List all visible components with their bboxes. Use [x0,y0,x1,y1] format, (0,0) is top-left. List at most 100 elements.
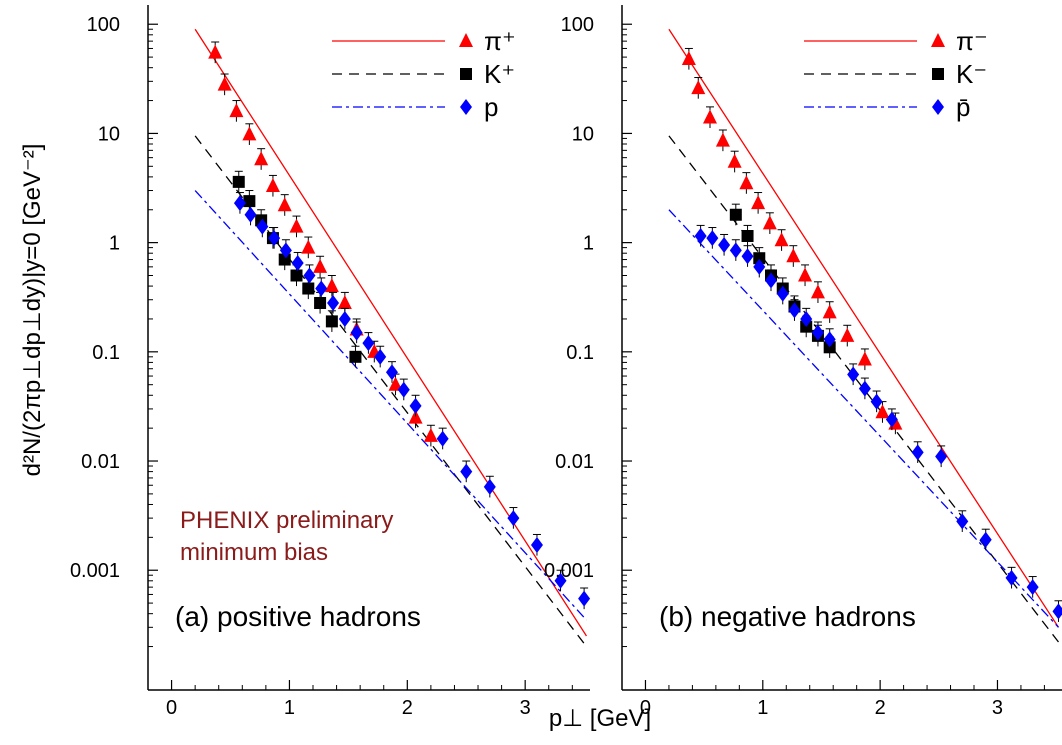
y-tick-label: 10 [572,123,594,145]
panel-a-data-points [208,41,591,610]
data-point-pion [786,248,801,263]
panel-b-axes: 0.001 0.01 0.1 1 10 100 0 1 2 3 [544,5,1062,719]
x-tick-label: 3 [520,697,531,719]
x-tick-label: 0 [640,697,651,719]
data-point-proton [385,364,398,381]
data-point-proton [800,310,813,327]
data-point-proton [303,267,316,284]
x-axis-label: p⊥ [GeV] [549,705,651,732]
y-tick-label: 100 [87,14,120,36]
data-point-pion [762,215,777,230]
data-point-proton [268,230,281,247]
data-point-proton [244,206,257,223]
data-point-proton [338,310,351,327]
data-point-pion [229,103,244,118]
data-point-proton [256,218,269,235]
y-tick-label: 10 [98,123,120,145]
legend-marker-pion [459,33,473,47]
panel-a-legend: π⁺K⁺p [332,26,516,122]
data-point-proton [530,537,543,554]
data-point-pion [727,153,742,168]
y-tick-label: 0.01 [555,451,594,473]
data-point-kaon [278,253,291,266]
legend-marker-proton [460,99,472,115]
data-point-proton [935,448,948,465]
y-tick-label: 0.001 [70,560,120,582]
legend-label-kaon: K⁻ [956,59,987,89]
x-tick-label: 2 [875,697,886,719]
data-point-proton [911,444,924,461]
data-point-pion [691,80,706,95]
data-point-proton [397,381,410,398]
data-point-proton [327,294,340,311]
data-point-proton [979,531,992,548]
data-point-kaon [314,296,327,309]
panel-a-axes: 0.001 0.01 0.1 1 10 100 0 1 2 3 [70,5,590,719]
data-point-proton [729,242,742,259]
data-point-proton [788,302,801,319]
panel-a-annotation: (a) positive hadrons [175,601,421,632]
data-point-kaon [232,175,245,188]
x-tick-label: 2 [402,697,413,719]
data-point-proton [409,397,422,414]
data-point-proton [706,230,719,247]
data-point-proton [1026,579,1039,596]
legend-marker-kaon [460,68,472,80]
data-point-pion [242,126,257,141]
legend-label-pion: π⁺ [484,26,516,56]
data-point-pion [751,195,766,210]
data-point-kaon [290,269,303,282]
data-point-pion [875,404,890,419]
legend-marker-proton [932,99,944,115]
data-point-kaon [325,315,338,328]
data-point-proton [279,242,292,259]
y-tick-label: 0.01 [81,451,120,473]
data-point-proton [436,430,449,447]
legend-label-proton: p [484,92,498,122]
y-tick-label: 0.001 [544,560,594,582]
data-point-proton [1052,603,1062,620]
data-point-pion [324,278,339,293]
fit-line-pion [668,28,1060,628]
panel-b-fit-lines [668,28,1060,643]
data-point-proton [956,513,969,530]
fit-line-proton [668,209,1059,628]
data-point-kaon [243,195,256,208]
x-tick-label: 0 [166,697,177,719]
legend-label-pion: π⁻ [956,26,988,56]
data-point-pion [265,178,280,193]
data-point-proton [483,478,496,495]
data-point-pion [840,327,855,342]
data-point-pion [774,232,789,247]
data-point-pion [289,218,304,233]
data-point-proton [507,510,520,527]
data-point-pion [423,427,438,442]
y-tick-label: 100 [561,14,594,36]
data-point-pion [739,175,754,190]
data-point-kaon [729,208,742,221]
data-point-pion [388,376,403,391]
y-tick-label: 1 [583,233,594,255]
data-point-proton [885,411,898,428]
fit-line-pion [194,28,588,637]
data-point-proton [694,227,707,244]
data-point-proton [1005,569,1018,586]
data-point-proton [811,324,824,341]
data-point-pion [681,51,696,66]
data-point-pion [703,109,717,124]
data-point-proton [823,331,836,348]
panel-b-data-points [681,47,1062,622]
data-point-proton [315,280,328,297]
data-point-pion [408,409,423,424]
legend-label-kaon: K⁺ [484,59,515,89]
y-tick-label: 1 [109,233,120,255]
legend-label-proton: p̄ [956,92,970,122]
panel-negative-hadrons: 0.001 0.01 0.1 1 10 100 0 1 2 3 π⁻K⁻p̄ (b) negati… [544,5,1062,719]
data-point-proton [233,195,246,212]
data-point-pion [254,151,269,166]
data-point-pion [715,132,730,147]
data-point-proton [847,366,860,383]
data-point-proton [718,237,731,254]
preliminary-note-line1: PHENIX preliminary [180,507,393,534]
data-point-proton [350,324,363,341]
